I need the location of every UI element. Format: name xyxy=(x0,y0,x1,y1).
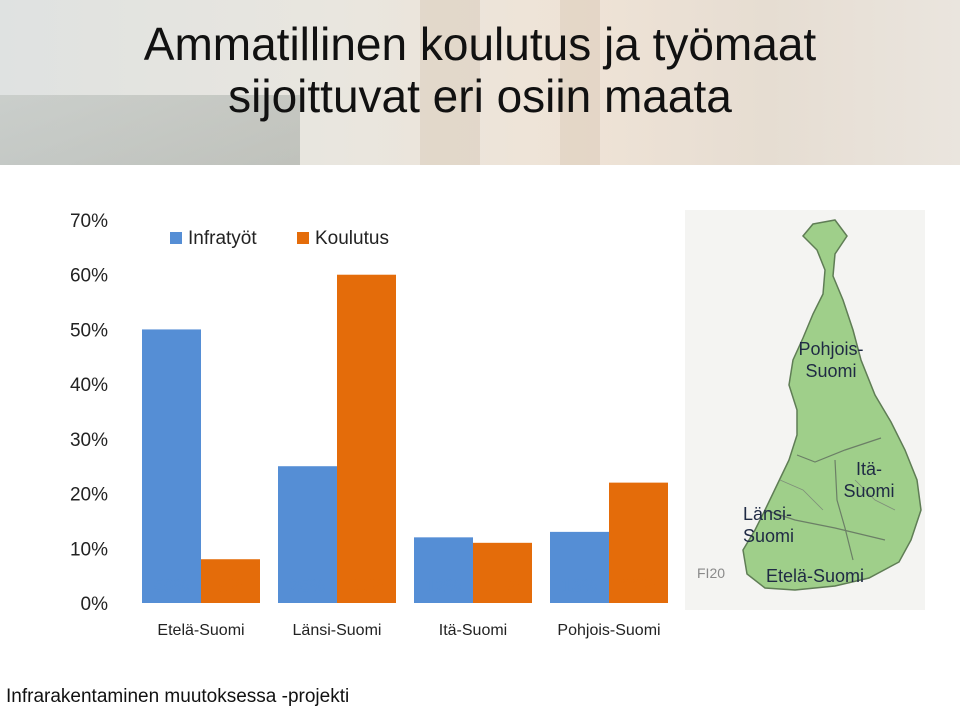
map-stamp: FI20 xyxy=(697,565,725,581)
bar xyxy=(609,482,668,603)
region-border xyxy=(796,437,882,463)
label-lansi-suomi: Länsi-Suomi xyxy=(743,504,794,546)
y-tick-label: 20% xyxy=(70,485,108,506)
title-line-2: sijoittuvat eri osiin maata xyxy=(228,70,732,122)
bars xyxy=(142,274,668,603)
bar-chart: 0% 10% 20% 30% 40% 50% 60% 70% Infratyöt Koulutu… xyxy=(70,211,668,639)
y-tick-label: 10% xyxy=(70,539,108,560)
bar xyxy=(201,559,260,603)
legend: Infratyöt Koulutus xyxy=(170,228,389,249)
legend-swatch xyxy=(170,232,182,244)
finland-outline xyxy=(742,219,922,591)
x-category-label: Etelä-Suomi xyxy=(157,622,244,639)
photo-stripe xyxy=(420,0,480,165)
legend-swatch xyxy=(297,232,309,244)
bar xyxy=(337,274,396,603)
finland-map: FI20 Pohjois-Suomi Länsi-Suomi Itä-Suomi… xyxy=(685,210,925,610)
region-border xyxy=(764,509,886,541)
bar xyxy=(414,537,473,603)
data-label: 22% xyxy=(620,576,656,596)
data-label: 12% xyxy=(425,576,461,596)
legend-label: Koulutus xyxy=(315,228,389,249)
y-tick-label: 60% xyxy=(70,266,108,287)
label-ita-suomi: Itä-Suomi xyxy=(843,459,894,501)
data-label: 8% xyxy=(217,576,243,596)
y-tick-label: 50% xyxy=(70,320,108,341)
data-label: 11% xyxy=(485,576,520,596)
y-tick-label: 40% xyxy=(70,375,108,396)
data-label: 13% xyxy=(561,576,597,596)
province-border xyxy=(854,479,896,511)
y-tick-label: 70% xyxy=(70,211,108,232)
bar xyxy=(473,542,532,603)
region-border xyxy=(834,459,854,561)
x-category-label: Pohjois-Suomi xyxy=(557,622,660,639)
title-line-1: Ammatillinen koulutus ja työmaat xyxy=(143,18,817,70)
footer-text: Infrarakentaminen muutoksessa -projekti xyxy=(6,686,350,707)
y-tick-label: 30% xyxy=(70,430,108,451)
x-category-label: Länsi-Suomi xyxy=(293,622,382,639)
bar xyxy=(142,329,201,603)
value-labels: 50% 8% 25% 60% 12% 11% 13% 22% xyxy=(153,576,656,596)
bar xyxy=(278,466,337,603)
header-background: Ammatillinen koulutus ja työmaat sijoitt… xyxy=(0,0,960,165)
y-axis: 0% 10% 20% 30% 40% 50% 60% 70% xyxy=(70,211,108,615)
label-etela-suomi: Etelä-Suomi xyxy=(766,566,864,586)
x-axis-categories: Etelä-Suomi Länsi-Suomi Itä-Suomi Pohjois-S… xyxy=(157,622,660,639)
photo-stripe xyxy=(560,0,600,165)
label-pohjois-suomi: Pohjois-Suomi xyxy=(798,339,863,381)
legend-label: Infratyöt xyxy=(188,228,257,249)
road-photo xyxy=(0,95,300,165)
page-title: Ammatillinen koulutus ja työmaat sijoitt… xyxy=(0,18,960,122)
x-category-label: Itä-Suomi xyxy=(439,622,507,639)
bar xyxy=(550,531,609,603)
y-tick-label: 0% xyxy=(81,594,109,615)
data-label: 60% xyxy=(348,576,384,596)
data-label: 25% xyxy=(289,576,325,596)
footer: Infrarakentaminen muutoksessa -projekti xyxy=(0,686,960,707)
data-label: 50% xyxy=(153,576,189,596)
province-border xyxy=(779,479,824,511)
